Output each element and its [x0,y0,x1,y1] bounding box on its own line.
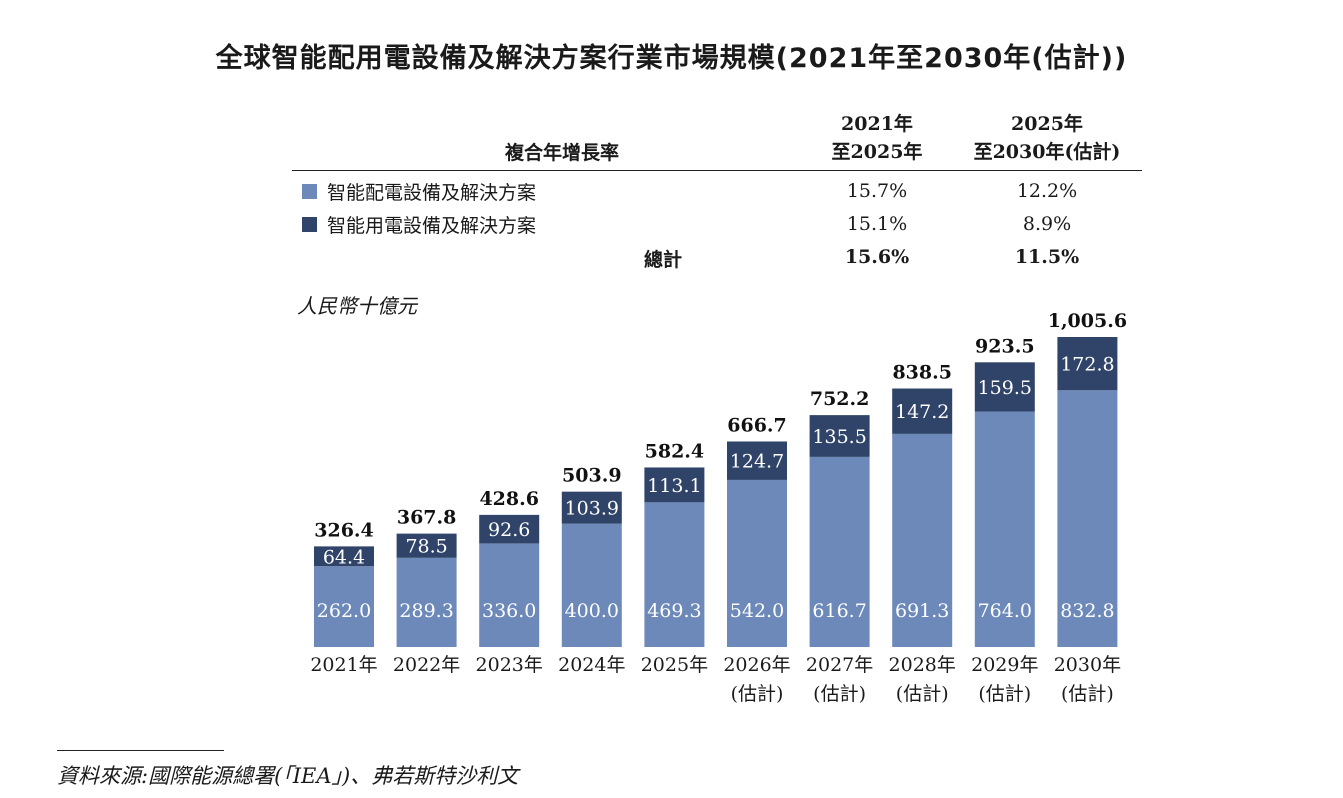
bar-segment-distribution [892,433,953,647]
x-tick-label: 2027年 [806,654,873,676]
bar-segment-distribution [1057,390,1118,647]
bar-segment-distribution [479,543,540,647]
x-tick-label: (估計) [1061,683,1114,705]
cagr-header-label: 複合年增長率 [504,142,619,164]
cagr-value: 15.1% [846,213,908,235]
bar-segment-consumption [479,514,540,544]
x-tick-label: 2024年 [558,654,625,676]
bar-total-label: 1,005.6 [1048,310,1127,332]
bar-segment-distribution [314,566,374,647]
bar-segment-consumption [974,362,1035,412]
cagr-row-total: 總計 15.6% 11.5% [292,240,1142,273]
bar-total-label: 428.6 [479,488,539,510]
x-tick-label: 2025年 [641,654,708,676]
bar-value-label: 135.5 [812,426,866,448]
bar-segment-distribution [644,502,705,647]
bar-value-label: 469.3 [647,600,701,622]
bar-value-label: 691.3 [895,600,949,622]
cagr-col2-header: 2025年 至2030年(估計) [952,110,1142,166]
bar-value-label: 124.7 [730,451,784,473]
bar-value-label: 832.8 [1060,600,1114,622]
bar-segment-consumption [809,415,870,457]
cagr-value: 8.9% [1022,213,1072,235]
bar-value-label: 616.7 [812,600,866,622]
bar-segment-consumption [644,467,705,503]
bar-value-label: 336.0 [482,600,536,622]
unit-label: 人民幣十億元 [297,294,417,318]
bar-segment-distribution [727,479,787,647]
cagr-total-value: 15.6% [844,246,910,268]
bar-segment-consumption [892,388,953,434]
bar-segment-consumption [314,546,374,567]
legend-swatch-distribution [302,184,317,199]
bar-value-label: 103.9 [565,498,619,520]
cagr-col2-header-line1: 2025年 [1011,113,1083,135]
bar-value-label: 764.0 [978,600,1032,622]
bar-segment-consumption [727,441,787,480]
bar-segment-distribution [809,456,870,647]
cagr-value: 15.7% [846,180,908,202]
x-tick-label: 2023年 [476,654,543,676]
cagr-table-header: 複合年增長率 2021年 至2025年 2025年 至2030年(估計) [292,108,1142,171]
cagr-table: 複合年增長率 2021年 至2025年 2025年 至2030年(估計) 智能配… [292,108,1142,273]
bar-segment-distribution [974,411,1035,647]
bar-value-label: 542.0 [730,600,784,622]
x-tick-label: 2030年 [1054,654,1121,676]
legend-swatch-consumption [302,217,317,232]
cagr-total-value: 11.5% [1014,246,1080,268]
page-title: 全球智能配用電設備及解決方案行業市場規模(2021年至2030年(估計)) [215,43,1128,74]
bar-value-label: 147.2 [895,401,949,423]
bar-total-label: 367.8 [397,507,457,529]
bar-value-label: 289.3 [399,600,453,622]
bar-value-label: 64.4 [323,546,365,568]
x-tick-label: (估計) [813,683,866,705]
bar-segment-distribution [561,523,622,647]
bar-segment-consumption [561,491,622,524]
footnote-rule [57,750,224,751]
bar-total-label: 666.7 [727,414,787,436]
cagr-value: 12.2% [1016,180,1078,202]
x-tick-label: (估計) [978,683,1031,705]
x-tick-label: (估計) [896,683,949,705]
bar-value-label: 78.5 [405,536,447,558]
bar-value-label: 400.0 [565,600,619,622]
stacked-bar-chart: 262.0 64.4 326.4 2021年 289.3 78.5 367.8 2022年 33… [310,310,1127,705]
legend-label-consumption: 智能用電設備及解決方案 [327,215,537,237]
cagr-row-distribution: 智能配電設備及解決方案 15.7% 12.2% [292,174,1142,207]
source-note: 資料來源:國際能源總署(「IEA」)、弗若斯特沙利文 [57,764,519,788]
bar-segment-consumption [1057,337,1118,391]
legend-label-distribution: 智能配電設備及解決方案 [327,182,537,204]
cagr-col1-header-line2: 至2025年 [831,141,923,163]
x-tick-label: 2028年 [889,654,956,676]
x-tick-label: 2029年 [971,654,1038,676]
cagr-col1-header: 2021年 至2025年 [802,110,952,166]
bar-total-label: 923.5 [975,335,1035,357]
cagr-col1-header-line1: 2021年 [841,113,913,135]
cagr-row-consumption: 智能用電設備及解決方案 15.1% 8.9% [292,207,1142,240]
cagr-total-label: 總計 [643,249,682,271]
bar-value-label: 172.8 [1060,354,1114,376]
bar-total-label: 326.4 [314,519,374,541]
bar-value-label: 262.0 [317,600,371,622]
x-tick-label: 2022年 [393,654,460,676]
bar-total-label: 503.9 [562,465,622,487]
bar-total-label: 582.4 [645,440,705,462]
bar-segment-distribution [396,557,457,647]
bar-value-label: 92.6 [488,519,530,541]
x-tick-label: 2026年 [723,654,790,676]
x-tick-label: 2021年 [310,654,377,676]
bar-segment-consumption [396,533,457,558]
x-tick-label: (估計) [731,683,784,705]
cagr-col2-header-line2: 至2030年(估計) [973,141,1121,163]
bar-total-label: 838.5 [892,362,952,384]
bar-value-label: 159.5 [978,377,1032,399]
bar-value-label: 113.1 [647,475,701,497]
bar-total-label: 752.2 [810,388,870,410]
